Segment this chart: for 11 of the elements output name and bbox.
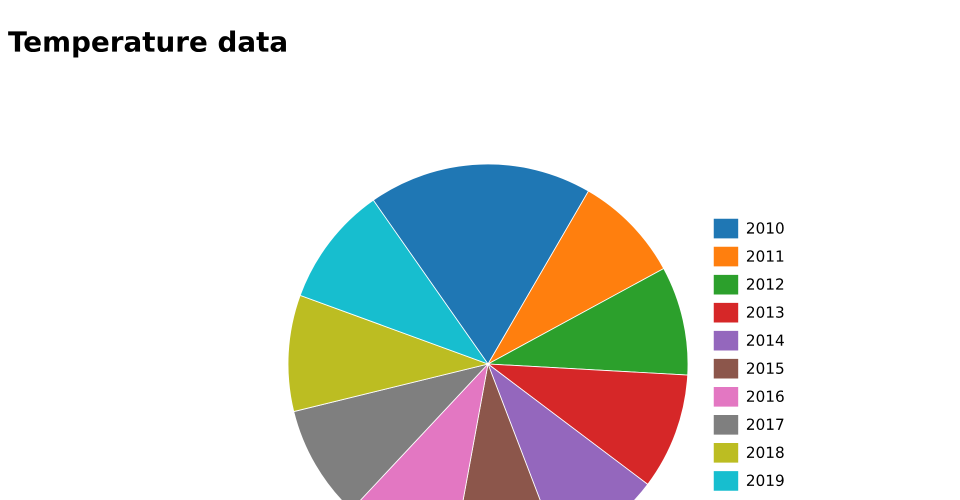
- legend-label: 2014: [746, 334, 784, 346]
- legend-label: 2017: [746, 418, 784, 430]
- legend-label: 2013: [746, 306, 784, 318]
- legend-label: 2012: [746, 278, 784, 290]
- legend-label: 2010: [746, 222, 784, 234]
- legend-label: 2011: [746, 250, 784, 262]
- legend-label: 2016: [746, 390, 784, 402]
- legend-label: 2019: [746, 474, 784, 486]
- legend-label: 2015: [746, 362, 784, 374]
- legend-label: 2018: [746, 446, 784, 458]
- chart-title: Temperature data: [8, 30, 286, 58]
